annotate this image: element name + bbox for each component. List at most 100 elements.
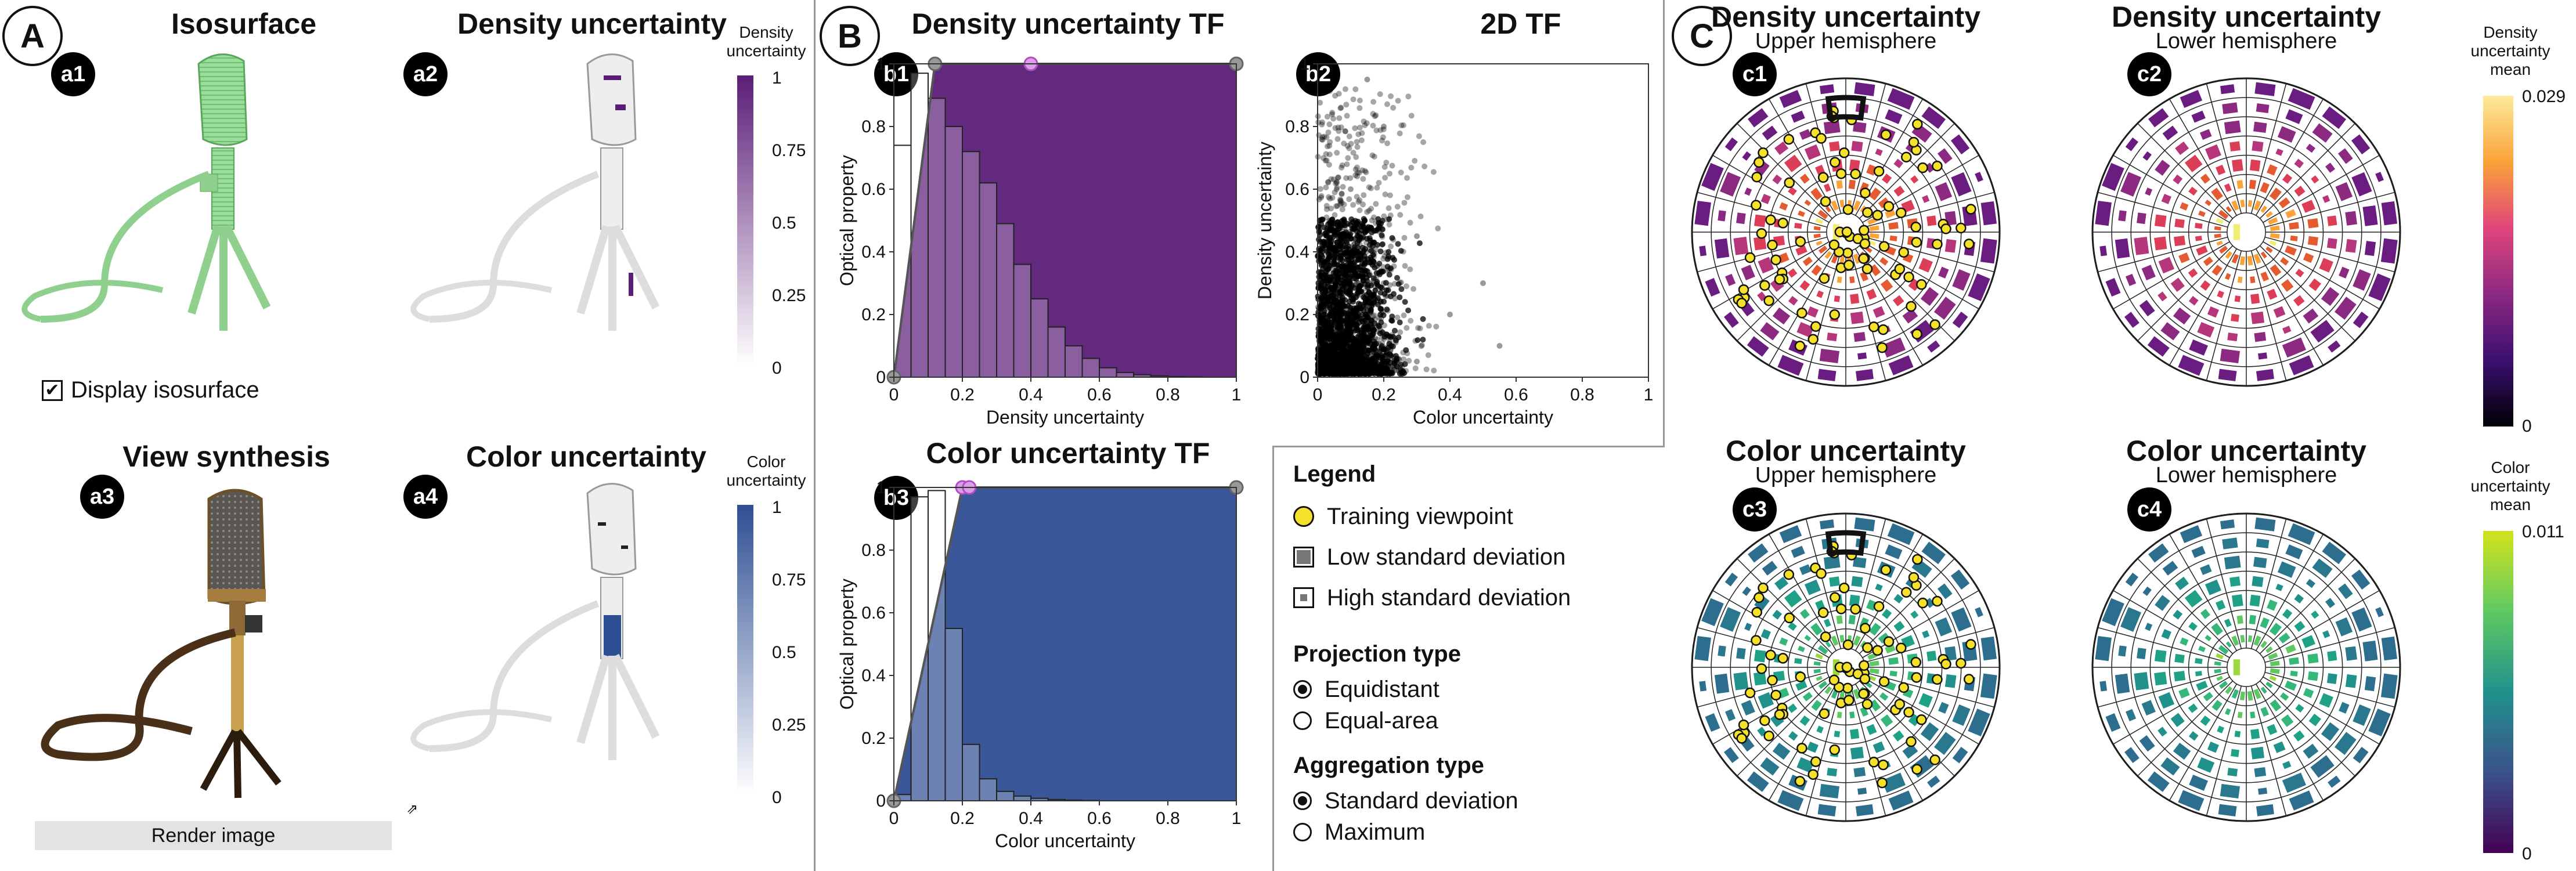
training-viewpoint-dot[interactable] — [1894, 263, 1906, 274]
training-viewpoint-dot[interactable] — [1796, 308, 1807, 319]
training-viewpoint-dot[interactable] — [1860, 623, 1871, 634]
training-viewpoint-dot[interactable] — [1917, 162, 1928, 174]
density-uncertainty-view[interactable] — [406, 41, 731, 371]
training-viewpoint-dot[interactable] — [1736, 298, 1747, 309]
training-viewpoint-dot[interactable] — [1883, 636, 1895, 648]
training-viewpoint-dot[interactable] — [1843, 695, 1855, 706]
training-viewpoint-dot[interactable] — [1841, 662, 1853, 673]
training-viewpoint-dot[interactable] — [1932, 238, 1943, 250]
training-viewpoint-dot[interactable] — [1830, 157, 1841, 168]
training-viewpoint-dot[interactable] — [1794, 776, 1806, 787]
training-viewpoint-dot[interactable] — [1816, 568, 1827, 579]
training-viewpoint-dot[interactable] — [1903, 272, 1914, 283]
training-viewpoint-dot[interactable] — [1860, 187, 1871, 198]
training-viewpoint-dot[interactable] — [1774, 274, 1785, 285]
training-viewpoint-dot[interactable] — [1828, 239, 1840, 251]
training-viewpoint-dot[interactable] — [1912, 118, 1923, 130]
training-viewpoint-dot[interactable] — [1861, 699, 1873, 710]
training-viewpoint-dot[interactable] — [1829, 744, 1840, 756]
training-viewpoint-dot[interactable] — [1784, 177, 1795, 189]
training-viewpoint-dot[interactable] — [1895, 642, 1907, 653]
training-viewpoint-dot[interactable] — [1783, 569, 1795, 580]
training-viewpoint-dot[interactable] — [1842, 204, 1854, 215]
training-viewpoint-dot[interactable] — [1784, 612, 1795, 624]
training-viewpoint-dot[interactable] — [1777, 218, 1788, 229]
training-viewpoint-dot[interactable] — [1916, 714, 1927, 725]
training-viewpoint-dot[interactable] — [1916, 279, 1927, 290]
training-viewpoint-dot[interactable] — [1873, 165, 1885, 177]
training-viewpoint-dot[interactable] — [1910, 657, 1922, 668]
training-viewpoint-dot[interactable] — [1877, 777, 1888, 789]
training-viewpoint-dot[interactable] — [1880, 129, 1892, 140]
training-viewpoint-dot[interactable] — [1901, 587, 1912, 598]
training-viewpoint-dot[interactable] — [1940, 659, 1951, 670]
training-viewpoint-dot[interactable] — [1759, 715, 1770, 727]
aggregation-option-std[interactable]: Standard deviation — [1293, 785, 1653, 816]
training-viewpoint-dot[interactable] — [1862, 207, 1873, 218]
training-viewpoint-dot[interactable] — [1738, 284, 1749, 295]
training-viewpoint-dot[interactable] — [1763, 730, 1774, 742]
training-viewpoint-dot[interactable] — [1906, 301, 1917, 312]
training-viewpoint-dot[interactable] — [1838, 147, 1850, 158]
training-viewpoint-dot[interactable] — [1754, 157, 1765, 168]
training-viewpoint-dot[interactable] — [1859, 225, 1870, 236]
training-viewpoint-dot[interactable] — [1810, 756, 1821, 767]
training-viewpoint-dot[interactable] — [1817, 172, 1829, 183]
training-viewpoint-dot[interactable] — [1751, 606, 1762, 618]
training-viewpoint-dot[interactable] — [1841, 226, 1853, 237]
training-viewpoint-dot[interactable] — [1911, 237, 1922, 248]
training-viewpoint-dot[interactable] — [1965, 204, 1976, 215]
training-viewpoint-dot[interactable] — [1965, 639, 1976, 650]
training-viewpoint-dot[interactable] — [1932, 160, 1943, 172]
training-viewpoint-dot[interactable] — [1912, 554, 1923, 565]
training-viewpoint-dot[interactable] — [1878, 676, 1890, 687]
training-viewpoint-dot[interactable] — [1843, 259, 1855, 270]
training-viewpoint-dot[interactable] — [1868, 321, 1879, 333]
projection-option-equal-area[interactable]: Equal-area — [1293, 705, 1653, 736]
training-viewpoint-dot[interactable] — [1852, 233, 1864, 244]
training-viewpoint-dot[interactable] — [1838, 583, 1850, 594]
training-viewpoint-dot[interactable] — [1908, 136, 1920, 148]
training-viewpoint-dot[interactable] — [1898, 247, 1909, 258]
color-tf-chart[interactable]: 0 0.2 0.4 0.6 0.8 1 0 0.2 0.4 0.6 0.8 1 Color uncert… — [830, 470, 1248, 865]
training-viewpoint-dot[interactable] — [1842, 639, 1854, 650]
training-viewpoint-dot[interactable] — [1795, 671, 1806, 682]
aggregation-option-maximum[interactable]: Maximum — [1293, 816, 1653, 848]
training-viewpoint-dot[interactable] — [1911, 672, 1922, 683]
training-viewpoint-dot[interactable] — [1738, 719, 1749, 731]
training-viewpoint-dot[interactable] — [1880, 565, 1892, 576]
training-viewpoint-dot[interactable] — [1830, 592, 1841, 603]
display-isosurface-checkbox[interactable]: ✔ Display isosurface — [42, 377, 259, 403]
color-uncertainty-view[interactable] — [406, 470, 731, 801]
training-viewpoint-dot[interactable] — [1751, 635, 1762, 646]
training-viewpoint-dot[interactable] — [1819, 708, 1830, 720]
training-viewpoint-dot[interactable] — [1932, 674, 1943, 685]
training-viewpoint-dot[interactable] — [1872, 209, 1883, 221]
training-viewpoint-dot[interactable] — [1878, 324, 1889, 335]
training-viewpoint-dot[interactable] — [1859, 673, 1871, 685]
training-viewpoint-dot[interactable] — [1774, 709, 1785, 720]
polar-density-lower[interactable] — [2084, 58, 2409, 418]
radio-icon[interactable] — [1293, 792, 1312, 810]
training-viewpoint-dot[interactable] — [1963, 674, 1975, 685]
training-viewpoint-dot[interactable] — [1862, 642, 1873, 653]
training-viewpoint-dot[interactable] — [1898, 682, 1909, 693]
training-viewpoint-dot[interactable] — [1758, 147, 1769, 158]
training-viewpoint-dot[interactable] — [1816, 133, 1827, 144]
training-viewpoint-dot[interactable] — [1759, 280, 1770, 291]
training-viewpoint-dot[interactable] — [1908, 572, 1920, 583]
polar-color-upper[interactable] — [1683, 493, 2008, 853]
projection-option-equidistant[interactable]: Equidistant — [1293, 674, 1653, 705]
training-viewpoint-dot[interactable] — [1910, 222, 1922, 233]
training-viewpoint-dot[interactable] — [1956, 657, 1967, 669]
training-viewpoint-dot[interactable] — [1820, 631, 1831, 642]
training-viewpoint-dot[interactable] — [1756, 228, 1767, 239]
training-viewpoint-dot[interactable] — [1868, 757, 1879, 768]
training-viewpoint-dot[interactable] — [1807, 334, 1819, 345]
training-viewpoint-dot[interactable] — [1828, 674, 1840, 686]
training-viewpoint-dot[interactable] — [1963, 238, 1975, 250]
training-viewpoint-dot[interactable] — [1751, 200, 1762, 211]
training-viewpoint-dot[interactable] — [1929, 754, 1940, 765]
2d-tf-chart[interactable]: 0 0.2 0.4 0.6 0.8 1 0 0.2 0.4 0.6 0.8 1 Color uncert… — [1248, 46, 1660, 441]
training-viewpoint-dot[interactable] — [1932, 595, 1943, 607]
